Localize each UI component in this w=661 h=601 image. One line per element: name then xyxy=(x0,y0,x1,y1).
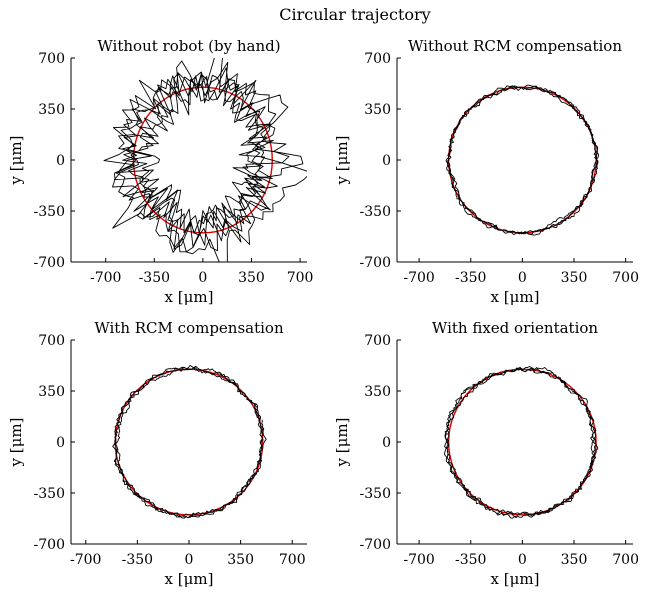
x-axis-label: x [μm] xyxy=(491,288,540,306)
y-axis-label: y [μm] xyxy=(333,136,351,186)
y-tick-label: 350 xyxy=(364,384,391,400)
x-tick-label: 700 xyxy=(287,270,314,286)
y-axis-label: y [μm] xyxy=(333,418,351,468)
x-tick-label: -350 xyxy=(455,270,486,286)
x-tick-label: -350 xyxy=(139,270,170,286)
y-tick-label: 700 xyxy=(38,51,65,67)
subplot-title: Without RCM compensation xyxy=(408,37,622,55)
x-tick-label: 0 xyxy=(185,552,194,568)
x-tick-label: 700 xyxy=(279,552,306,568)
plot-area xyxy=(112,365,267,519)
y-tick-label: -700 xyxy=(34,537,65,553)
subplot-title: Without robot (by hand) xyxy=(97,37,280,55)
y-tick-label: -350 xyxy=(360,486,391,502)
measured-trajectory xyxy=(443,366,599,519)
plot-area xyxy=(443,366,599,519)
x-tick-label: -350 xyxy=(455,552,486,568)
x-axis-label: x [μm] xyxy=(165,570,214,588)
subplot-title: With fixed orientation xyxy=(432,319,598,337)
x-tick-label: 350 xyxy=(227,552,254,568)
y-tick-label: 350 xyxy=(38,384,65,400)
subplot-4: With fixed orientation -700 -350 0 350 700 -70… xyxy=(333,319,639,588)
x-tick-label: 0 xyxy=(518,270,527,286)
y-tick-label: 700 xyxy=(364,51,391,67)
x-tick-label: -350 xyxy=(122,552,153,568)
y-tick-label: -350 xyxy=(34,486,65,502)
x-tick-label: 350 xyxy=(561,270,588,286)
x-tick-label: -700 xyxy=(90,270,121,286)
subplots: Without robot (by hand) -700 -350 0 350 700 -7… xyxy=(7,37,639,588)
y-axis-label: y [μm] xyxy=(7,136,25,186)
measured-trajectory xyxy=(103,58,307,262)
x-tick-label: -700 xyxy=(403,270,434,286)
subplot-1: Without robot (by hand) -700 -350 0 350 700 -7… xyxy=(7,37,313,306)
measured-trajectory xyxy=(112,365,267,519)
x-tick-label: 350 xyxy=(238,270,265,286)
x-tick-label: 350 xyxy=(561,552,588,568)
x-axis-label: x [μm] xyxy=(491,570,540,588)
y-axis-label: y [μm] xyxy=(7,418,25,468)
x-tick-label: 700 xyxy=(612,270,639,286)
y-tick-label: -350 xyxy=(34,204,65,220)
plot-area xyxy=(103,58,307,262)
y-tick-label: -700 xyxy=(34,255,65,271)
x-tick-label: 700 xyxy=(612,552,639,568)
y-tick-label: 0 xyxy=(56,153,65,169)
y-tick-label: 350 xyxy=(38,102,65,118)
plot-area xyxy=(445,84,599,236)
x-tick-label: 0 xyxy=(518,552,527,568)
x-axis-label: x [μm] xyxy=(165,288,214,306)
y-tick-label: 0 xyxy=(382,153,391,169)
figure-title: Circular trajectory xyxy=(279,5,430,24)
y-tick-label: 350 xyxy=(364,102,391,118)
y-tick-label: 700 xyxy=(38,333,65,349)
subplot-3: With RCM compensation -700 -350 0 350 700 -700… xyxy=(7,319,307,588)
subplot-title: With RCM compensation xyxy=(94,319,284,337)
measured-trajectory xyxy=(445,84,599,236)
y-tick-label: -350 xyxy=(360,204,391,220)
y-tick-label: 700 xyxy=(364,333,391,349)
x-tick-label: -700 xyxy=(403,552,434,568)
y-tick-label: -700 xyxy=(360,537,391,553)
y-tick-label: -700 xyxy=(360,255,391,271)
y-tick-label: 0 xyxy=(56,435,65,451)
y-tick-label: 0 xyxy=(382,435,391,451)
x-tick-label: 0 xyxy=(198,270,207,286)
subplot-2: Without RCM compensation -700 -350 0 350 700 -… xyxy=(333,37,639,306)
x-tick-label: -700 xyxy=(70,552,101,568)
